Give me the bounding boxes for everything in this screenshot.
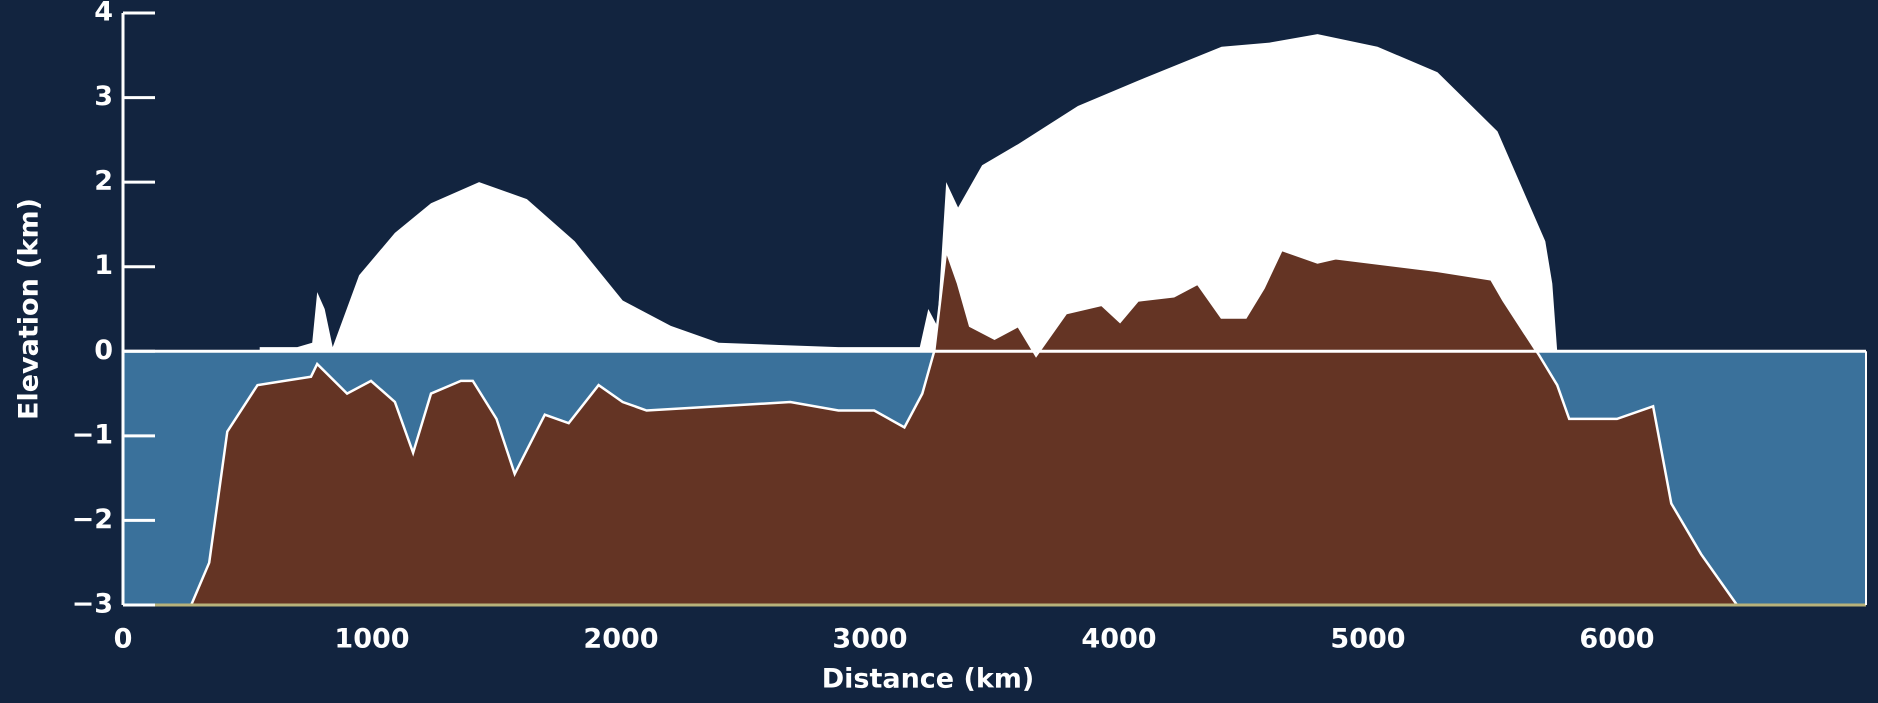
y-axis-label: Elevation (km) — [14, 198, 45, 420]
y-tick-label: 2 — [94, 166, 113, 197]
y-tick-label: −2 — [72, 504, 113, 535]
bedrock-outline — [190, 248, 1739, 606]
x-tick-label: 3000 — [832, 624, 907, 655]
x-tick-label: 4000 — [1081, 624, 1156, 655]
x-tick-label: 5000 — [1330, 624, 1405, 655]
x-tick-label: 1000 — [334, 624, 409, 655]
y-tick-label: −3 — [72, 589, 113, 620]
y-tick-label: 3 — [94, 81, 113, 112]
x-axis-label: Distance (km) — [822, 664, 1035, 695]
x-tick-label: 0 — [114, 624, 133, 655]
y-tick-label: −1 — [72, 419, 113, 450]
y-tick-label: 1 — [94, 250, 113, 281]
bedrock-area — [191, 249, 1738, 606]
ice-area — [259, 34, 1558, 352]
x-tick-label: 6000 — [1579, 624, 1654, 655]
y-tick-label: 0 — [94, 335, 113, 366]
y-tick-label: 4 — [94, 0, 113, 28]
x-tick-label: 2000 — [583, 624, 658, 655]
